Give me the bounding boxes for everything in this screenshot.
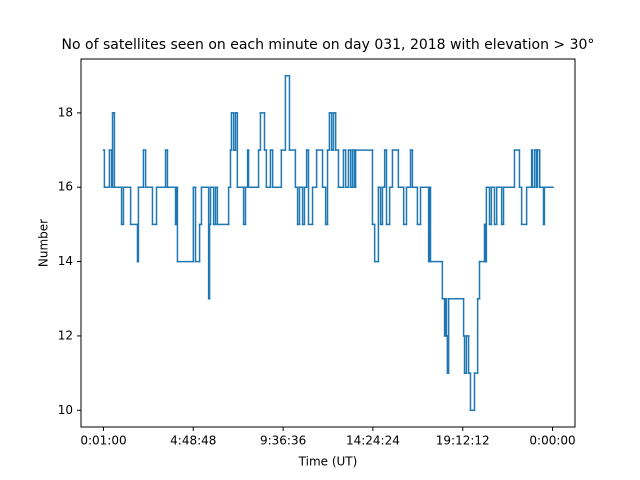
x-tick-label: 0:01:00 — [80, 434, 126, 448]
y-axis-label: Number — [37, 219, 51, 267]
x-tick-label: 19:12:12 — [436, 434, 490, 448]
axes-frame — [80, 58, 576, 428]
x-tick-label: 9:36:36 — [260, 434, 306, 448]
x-tick-label: 0:00:00 — [529, 434, 575, 448]
x-tick-label: 4:48:48 — [170, 434, 216, 448]
y-tick-label: 14 — [58, 254, 73, 268]
chart-title: No of satellites seen on each minute on … — [62, 37, 595, 53]
y-tick-label: 16 — [58, 180, 73, 194]
x-tick-label: 14:24:24 — [346, 434, 400, 448]
y-tick-label: 12 — [58, 328, 73, 342]
y-tick-label: 18 — [58, 105, 73, 119]
y-tick-label: 10 — [58, 403, 73, 417]
x-axis-label: Time (UT) — [298, 455, 358, 469]
